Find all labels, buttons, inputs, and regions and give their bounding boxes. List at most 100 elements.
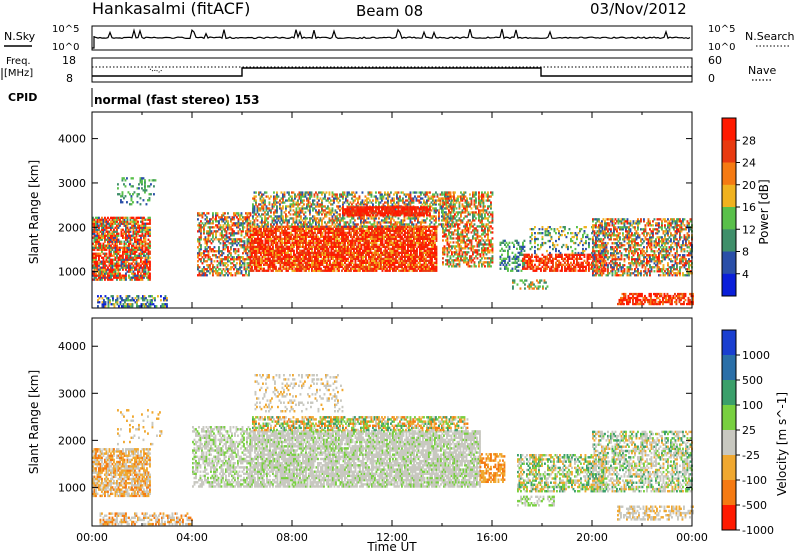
power-cell [197,260,199,263]
power-cell [141,224,144,227]
power-cell [110,254,112,257]
power-cell [293,245,295,248]
power-cell [353,257,355,260]
power-cell [278,225,280,228]
power-cell [330,227,333,230]
power-cell [347,227,349,230]
power-cell [304,191,307,194]
power-cell [234,250,237,253]
power-cell [142,299,144,302]
power-cell [198,270,201,273]
power-cell [227,248,229,251]
power-cell [274,215,277,218]
power-cell [408,231,411,234]
power-cell [245,246,247,249]
power-cell [341,239,343,242]
power-cell [95,240,97,243]
power-cell [147,258,150,261]
power-cell [203,228,205,231]
power-cell [336,205,338,208]
power-cell [218,274,220,277]
power-cell [323,247,325,250]
power-cell [135,222,138,225]
power-cell [111,248,114,251]
power-cell [408,235,411,238]
power-cell [117,246,120,249]
power-cell [294,269,297,272]
power-cell [303,265,306,268]
power-cell [398,243,400,246]
power-cell [339,223,341,226]
power-cell [222,274,225,277]
power-cell [246,232,249,235]
power-cell [414,251,417,254]
power-cell [107,278,109,281]
power-cell [297,245,300,248]
power-cell [422,231,424,234]
power-cell [207,234,210,237]
power-cell [144,189,146,192]
power-cell [111,224,114,227]
power-cell [264,191,266,194]
power-cell [107,260,109,263]
power-cell [225,230,228,233]
power-cell [210,218,213,221]
power-cell [225,272,228,275]
power-cell [234,212,237,215]
power-cell [272,261,274,264]
power-cell [381,239,384,242]
power-cell [365,257,367,260]
power-cell [366,231,369,234]
power-cell [333,251,336,254]
power-cell [276,201,278,204]
power-cell [231,228,234,231]
power-cell [243,226,246,229]
power-cell [146,256,148,259]
power-cell [216,226,219,229]
power-cell [289,225,292,228]
power-cell [371,269,373,272]
power-cell [276,217,278,220]
power-cell [146,301,149,304]
power-cell [354,243,357,246]
power-cell [128,305,131,308]
power-cell [431,249,433,252]
power-cell [264,203,266,206]
power-cell [134,218,136,221]
power-cell [270,253,273,256]
power-cell [401,245,403,248]
power-cell [125,256,127,259]
power-cell [166,303,168,306]
power-cell [92,274,94,277]
power-cell [395,243,397,246]
power-cell [422,239,424,242]
power-cell [314,229,316,232]
power-cell [117,222,120,225]
power-cell [357,237,360,240]
power-cell [237,222,240,225]
power-cell [209,246,211,249]
power-cell [267,241,270,244]
power-cell [325,213,328,216]
power-cell [319,191,322,194]
power-cell [99,268,102,271]
power-cell [369,237,372,240]
power-cell [121,297,123,300]
power-cell [258,259,261,262]
power-cell [264,211,266,214]
power-cell [135,228,138,231]
power-cell [287,239,289,242]
power-cell [98,297,101,300]
power-cell [125,216,127,219]
power-cell [362,231,364,234]
power-cell [270,247,273,250]
power-cell [362,233,364,236]
power-cell [140,230,142,233]
power-cell [390,257,393,260]
power-cell [107,297,110,300]
power-cell [125,297,128,300]
power-cell [144,258,147,261]
power-cell [420,249,423,252]
power-cell [96,216,99,219]
power-cell [431,241,433,244]
